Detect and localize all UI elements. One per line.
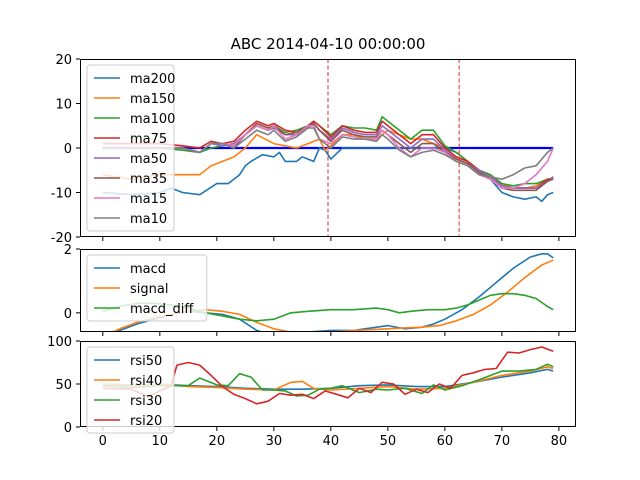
legend: macd signal macd_diff (86, 254, 208, 322)
y-tick-label: 0 (64, 142, 72, 157)
y-tick-label: 50 (55, 378, 72, 393)
series-line-rsi30 (102, 363, 554, 397)
axes-frame (80, 59, 576, 237)
legend-box (86, 64, 175, 232)
legend-label-ma50: ma50 (130, 152, 167, 167)
y-tick-label: -10 (51, 187, 72, 202)
panel-2: 0 2 macd signal macd_diff (64, 243, 576, 336)
axes-frame (80, 341, 576, 427)
x-tick-label: 20 (209, 434, 226, 449)
axes-frame (80, 249, 576, 332)
x-tick-label: 50 (380, 434, 397, 449)
legend-label-rsi30: rsi30 (130, 394, 162, 409)
panel-plot-area (102, 116, 554, 203)
panel-plot-area (102, 346, 554, 405)
legend-label-macd_diff: macd_diff (130, 302, 194, 317)
legend-label-ma100: ma100 (130, 112, 175, 127)
legend-label-ma75: ma75 (130, 132, 167, 147)
x-tick-label: 60 (437, 434, 454, 449)
x-tick-label: 40 (323, 434, 340, 449)
x-tick-label: 0 (99, 434, 107, 449)
legend-label-rsi40: rsi40 (130, 374, 162, 389)
chart-title: ABC 2014-04-10 00:00:00 (231, 35, 426, 53)
legend-label-ma200: ma200 (130, 72, 175, 87)
series-line-ma200 (102, 147, 554, 203)
legend: ma200 ma150 ma100 ma75 ma50 ma35 ma15 ma10 (86, 64, 175, 232)
legend-box (86, 254, 208, 322)
legend-label-macd: macd (130, 262, 166, 277)
y-tick-label: -20 (51, 231, 72, 246)
chart-panels: -20-1001020ma200ma150ma100ma75ma50ma35ma… (47, 53, 576, 449)
series-line-rsi20 (102, 346, 554, 405)
x-tick-label: 10 (152, 434, 169, 449)
legend: rsi50 rsi40 rsi30 rsi20 (86, 346, 175, 434)
panel-1: -20-1001020ma200ma150ma100ma75ma50ma35ma… (51, 53, 576, 246)
legend-label-ma150: ma150 (130, 92, 175, 107)
series-line-ma10 (102, 127, 554, 180)
y-tick-label: 100 (47, 335, 72, 350)
legend-label-signal: signal (130, 282, 168, 297)
x-tick-label: 70 (494, 434, 511, 449)
x-tick-label: 80 (551, 434, 568, 449)
legend-label-rsi20: rsi20 (130, 414, 162, 429)
legend-label-ma15: ma15 (130, 192, 167, 207)
x-tick-label: 30 (266, 434, 283, 449)
legend-label-ma10: ma10 (130, 212, 167, 227)
y-tick-label: 0 (64, 307, 72, 322)
legend-box (86, 346, 175, 434)
legend-label-ma35: ma35 (130, 172, 167, 187)
y-tick-label: 10 (55, 98, 72, 113)
y-tick-label: 20 (55, 53, 72, 68)
y-tick-label: 0 (64, 421, 72, 436)
y-tick-label: 2 (64, 243, 72, 258)
legend-label-rsi50: rsi50 (130, 354, 162, 369)
